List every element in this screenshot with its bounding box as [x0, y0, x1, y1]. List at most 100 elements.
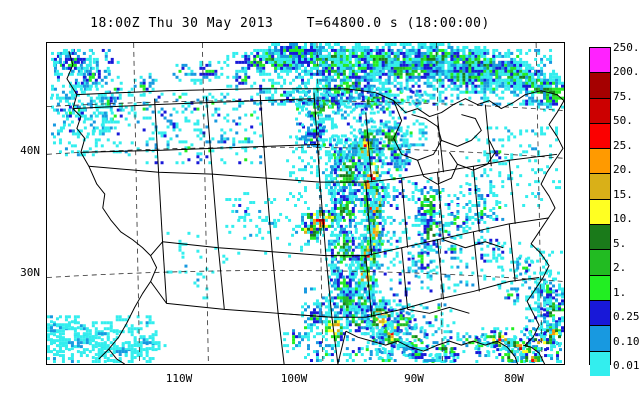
precip-cell — [378, 81, 382, 85]
precip-cell — [79, 57, 83, 61]
precip-cell — [375, 215, 379, 219]
precip-cell — [327, 69, 331, 73]
precip-cell — [441, 214, 445, 218]
precip-cell — [492, 51, 496, 55]
precip-cell — [354, 48, 358, 52]
precip-cell — [187, 119, 191, 123]
precip-cell — [462, 66, 466, 70]
precip-cell — [55, 108, 59, 112]
precip-cell — [404, 144, 408, 148]
precip-cell — [338, 233, 342, 237]
precip-cell — [363, 201, 367, 204]
precip-cell — [345, 203, 349, 207]
precip-cell — [360, 296, 364, 300]
precip-cell — [438, 63, 442, 67]
precip-cell — [321, 72, 325, 76]
precip-cell — [369, 186, 373, 190]
precip-cell — [555, 75, 559, 79]
precip-cell — [332, 153, 336, 157]
precip-cell — [405, 43, 409, 46]
precip-cell — [119, 114, 123, 118]
precip-cell — [362, 296, 366, 300]
precip-cell — [208, 92, 212, 96]
precip-cell — [307, 110, 311, 114]
precip-cell — [277, 63, 281, 67]
precip-cell — [262, 54, 266, 58]
precip-cell — [370, 86, 374, 90]
precip-cell — [486, 253, 490, 257]
precip-cell — [393, 126, 397, 130]
precip-cell — [68, 84, 72, 88]
precip-cell — [468, 48, 472, 52]
precip-cell — [309, 236, 313, 240]
precip-cell — [456, 66, 460, 70]
precip-cell — [357, 96, 361, 100]
precip-cell — [315, 230, 319, 234]
precip-cell — [106, 66, 110, 70]
precip-cell — [444, 48, 448, 52]
precip-cell — [387, 93, 391, 97]
precip-cell — [360, 75, 364, 79]
precip-cell — [274, 43, 278, 46]
precip-cell — [330, 257, 334, 261]
precip-cell — [345, 174, 349, 178]
precip-cell — [295, 135, 299, 139]
precip-cell — [330, 75, 334, 79]
precip-cell — [345, 78, 349, 82]
precip-cell — [73, 60, 77, 64]
precip-cell — [363, 66, 367, 70]
precip-cell — [450, 51, 454, 55]
precip-cell — [280, 69, 284, 73]
precip-cell — [352, 86, 356, 90]
precip-cell — [477, 90, 481, 94]
precip-cell — [339, 299, 343, 303]
precip-cell — [477, 238, 481, 242]
precip-cell — [459, 191, 463, 195]
precip-cell — [365, 192, 369, 196]
precip-cell — [522, 75, 526, 79]
precip-cell — [375, 206, 379, 210]
precip-cell — [398, 159, 402, 163]
precip-cell — [354, 51, 358, 55]
precip-cell — [160, 131, 164, 135]
precip-cell — [396, 123, 400, 127]
precip-cell — [397, 101, 401, 105]
precip-cell — [363, 266, 367, 270]
precip-cell — [280, 45, 284, 49]
precip-cell — [330, 269, 334, 273]
precip-cell — [441, 43, 445, 46]
precip-cell — [477, 211, 481, 215]
precip-cell — [53, 57, 57, 61]
precip-cell — [241, 66, 245, 70]
precip-cell — [268, 60, 272, 64]
precip-cell — [495, 203, 499, 206]
precip-cell — [444, 57, 448, 61]
precip-cell — [244, 51, 248, 55]
precip-cell — [315, 168, 319, 172]
precip-cell — [392, 189, 396, 193]
precip-cell — [384, 233, 388, 237]
precip-cell — [351, 236, 355, 240]
precip-cell — [525, 87, 529, 91]
precip-cell — [169, 119, 173, 123]
precip-cell — [528, 99, 532, 103]
precip-cell — [492, 69, 496, 73]
precip-cell — [389, 215, 393, 219]
precip-cell — [456, 75, 460, 79]
precip-cell — [77, 114, 81, 118]
precip-cell — [321, 233, 325, 237]
precip-cell — [348, 186, 352, 190]
precip-cell — [360, 260, 364, 264]
precip-cell — [375, 69, 379, 73]
precip-cell — [369, 144, 373, 148]
precip-cell — [80, 81, 84, 85]
precip-cell — [402, 165, 406, 169]
precip-cell — [357, 245, 361, 249]
precip-cell — [330, 206, 334, 210]
precip-cell — [477, 84, 481, 88]
precip-cell — [363, 156, 367, 160]
precip-cell — [392, 299, 396, 303]
precip-cell — [351, 66, 355, 70]
precip-cell — [315, 227, 319, 231]
precip-cell — [113, 99, 117, 103]
